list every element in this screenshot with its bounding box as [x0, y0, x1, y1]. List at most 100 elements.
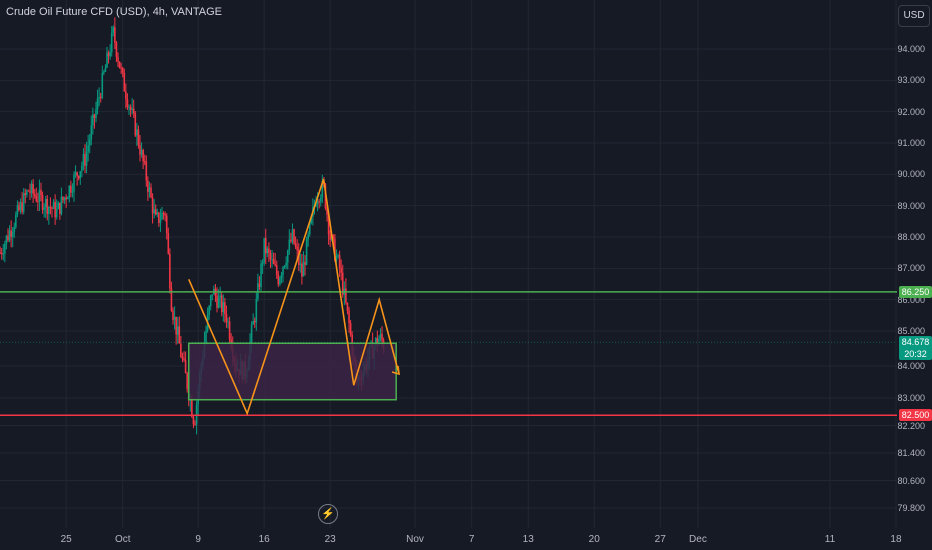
candle-body	[117, 56, 119, 62]
candle-body	[8, 230, 11, 241]
candle-body	[280, 274, 283, 279]
candle-body	[114, 27, 116, 43]
candle-body	[74, 172, 77, 175]
candle-body	[307, 234, 309, 240]
candle-body	[165, 215, 168, 234]
candle-body	[44, 198, 47, 208]
candle-body	[227, 321, 229, 323]
candle-body	[335, 256, 338, 261]
candle-body	[258, 283, 261, 287]
price-tick-label: 87.000	[897, 263, 925, 274]
candle-body	[125, 91, 127, 100]
candle-body	[142, 150, 144, 162]
candle-body	[302, 262, 305, 277]
price-tick-label: 92.000	[897, 106, 925, 117]
candle-body	[260, 263, 262, 287]
price-tick-label: 91.000	[897, 138, 925, 148]
candle-body	[147, 180, 149, 192]
horizontal-lines	[0, 291, 897, 416]
lightning-icon[interactable]: ⚡	[318, 504, 338, 524]
candle-body	[136, 129, 138, 136]
candle-body	[261, 262, 264, 264]
countdown-timer: 20:32	[904, 349, 927, 360]
candle-body	[16, 205, 19, 215]
candle-body	[46, 198, 49, 214]
candle-body	[85, 151, 88, 166]
candle-body	[54, 202, 56, 218]
candle-body	[192, 416, 195, 425]
candle-body	[310, 216, 313, 224]
time-tick-label: Nov	[406, 534, 424, 545]
candle-body	[151, 197, 154, 214]
price-tick-label: 88.000	[897, 232, 925, 242]
candle-body	[271, 259, 273, 261]
price-tick-label: 89.000	[897, 200, 925, 211]
candle-body	[183, 358, 185, 361]
candle-body	[13, 227, 16, 232]
time-tick-label: 16	[258, 534, 270, 545]
candle-body	[326, 208, 328, 216]
candle-body	[96, 98, 99, 109]
candle-body	[68, 185, 71, 199]
zigzag-pattern	[187, 178, 400, 416]
candle-body	[118, 61, 121, 68]
candle-body	[137, 129, 140, 146]
candle-body	[87, 145, 89, 152]
candle-body	[41, 195, 44, 210]
arrow-head	[391, 365, 400, 376]
candle-body	[345, 288, 347, 303]
candle-body	[79, 171, 82, 179]
candle-body	[62, 196, 64, 201]
time-tick-label: Dec	[689, 534, 707, 545]
candle-body	[19, 202, 22, 211]
candle-body	[176, 326, 179, 335]
candle-body	[35, 195, 38, 202]
candle-body	[153, 209, 155, 214]
resistance-price-badge: 86.250	[899, 285, 932, 298]
candle-body	[318, 201, 320, 203]
candle-body	[184, 360, 187, 374]
candle-body	[59, 202, 61, 214]
candle-body	[77, 176, 80, 179]
candle-body	[211, 294, 214, 296]
candle-body	[63, 197, 66, 201]
candle-body	[48, 206, 50, 214]
candle-body	[103, 71, 105, 73]
candle-body	[98, 97, 100, 99]
candle-body	[208, 305, 210, 316]
candle-body	[139, 145, 141, 155]
candle-body	[255, 298, 258, 323]
candle-body	[123, 72, 126, 92]
candle-body	[37, 201, 39, 203]
candle-body	[319, 197, 322, 202]
candle-body	[216, 295, 218, 308]
candle-body	[217, 297, 220, 308]
candle-body	[283, 265, 286, 268]
candle-body	[173, 316, 176, 320]
candle-body	[129, 106, 132, 111]
candle-body	[101, 72, 104, 98]
price-tick-label: 86.000	[897, 294, 925, 305]
candle-body	[272, 259, 275, 264]
candle-body	[264, 237, 267, 254]
candle-body	[228, 321, 231, 340]
time-tick-label: Oct	[114, 534, 131, 545]
candle-body	[104, 67, 107, 72]
candle-body	[10, 230, 12, 237]
candle-body	[180, 343, 182, 358]
candle-body	[66, 198, 69, 200]
candle-body	[15, 214, 17, 228]
price-tick-label: 85.000	[897, 326, 925, 336]
time-tick-label: 7	[468, 534, 475, 545]
candle-body	[316, 201, 319, 204]
candle-body	[7, 235, 9, 241]
candle-body	[250, 324, 253, 342]
candle-body	[167, 233, 170, 254]
candle-body	[222, 302, 225, 313]
candle-body	[148, 187, 151, 192]
consolidation-zone	[187, 342, 397, 401]
candle-body	[156, 212, 159, 215]
currency-button[interactable]: USD	[898, 5, 930, 27]
candle-body	[263, 237, 265, 263]
